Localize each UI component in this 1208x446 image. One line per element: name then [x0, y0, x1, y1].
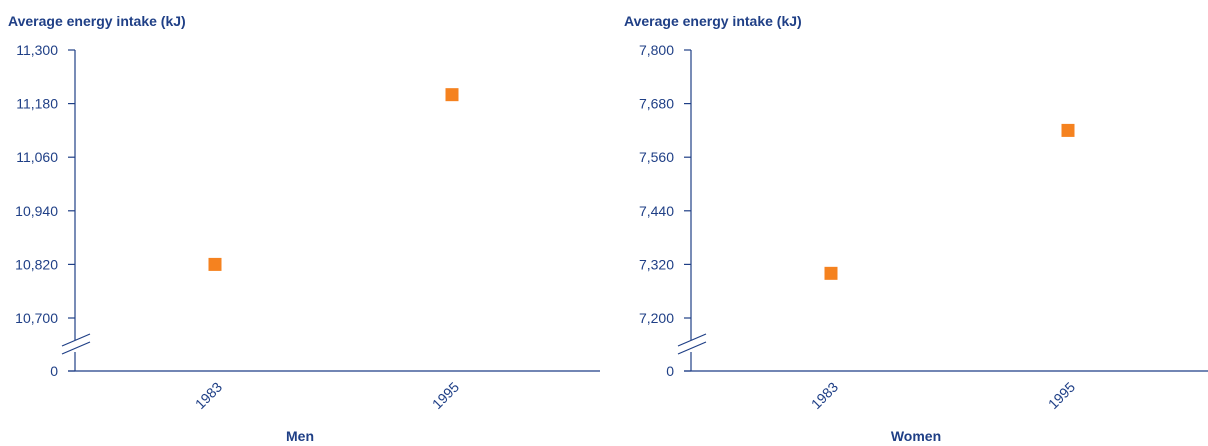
- axis-break-mark-1: [61, 333, 91, 347]
- x-axis-title: Women: [891, 428, 941, 444]
- y-tick-label: 11,060: [16, 149, 58, 165]
- x-tick-label: 1995: [429, 379, 462, 412]
- chart-men-svg: Average energy intake (kJ) 0 10,700 10,820 1…: [8, 13, 600, 444]
- axis-break-mark-1: [677, 333, 707, 347]
- y-axis-title: Average energy intake (kJ): [8, 13, 186, 29]
- axis-break-mark-2: [677, 341, 707, 355]
- y-tick-label: 10,700: [15, 310, 58, 326]
- y-tick-label: 7,680: [639, 96, 674, 112]
- y-tick-label-zero: 0: [50, 363, 58, 379]
- y-tick-label: 7,800: [639, 42, 674, 58]
- data-point-marker: [1061, 123, 1075, 137]
- y-tick-label: 7,320: [639, 256, 674, 272]
- data-point-marker: [824, 266, 838, 280]
- data-point-marker: [445, 88, 459, 102]
- axis-break-mark-2: [61, 341, 91, 355]
- y-tick-label: 10,820: [15, 256, 58, 272]
- y-tick-label: 11,300: [16, 42, 58, 58]
- x-tick-label: 1983: [192, 379, 225, 412]
- x-axis-title: Men: [286, 428, 314, 444]
- y-tick-label: 10,940: [15, 203, 58, 219]
- y-tick-label: 11,180: [16, 96, 58, 112]
- chart-women: Average energy intake (kJ) 0 7,200 7,320 7,4…: [616, 0, 1208, 446]
- chart-men: Average energy intake (kJ) 0 10,700 10,820 1…: [8, 13, 600, 444]
- y-tick-label-zero: 0: [666, 363, 674, 379]
- y-axis-title: Average energy intake (kJ): [624, 13, 802, 29]
- y-tick-label: 7,200: [639, 310, 674, 326]
- data-point-marker: [208, 257, 222, 271]
- y-tick-label: 7,560: [639, 149, 674, 165]
- x-tick-label: 1995: [1045, 379, 1078, 412]
- x-tick-label: 1983: [808, 379, 841, 412]
- chart-women-svg: Average energy intake (kJ) 0 7,200 7,320 7,4…: [624, 13, 1208, 444]
- y-tick-label: 7,440: [639, 203, 674, 219]
